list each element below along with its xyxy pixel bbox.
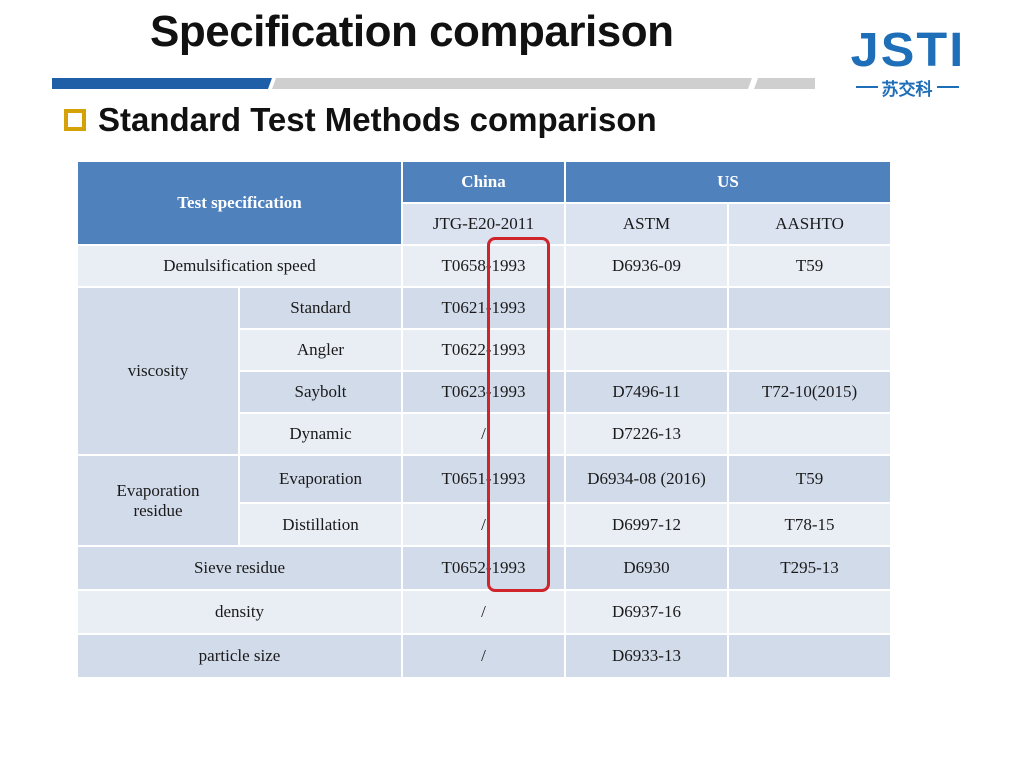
china-column-highlight [487,237,550,592]
cell-astm: D6937-16 [564,589,730,635]
group-label-line: residue [133,500,183,520]
cell-aashto: T59 [727,244,893,288]
title-rule-blue [52,78,272,89]
cell-china: T0658-1993 [401,244,567,288]
cell-china: / [401,502,567,547]
logo-line-left [855,86,878,88]
row-label: Distillation [237,502,404,547]
cell-astm [564,286,730,330]
cell-aashto [727,412,893,456]
table-row: Saybolt T0623-1993 D7496-11 T72-10(2015) [77,370,893,414]
cell-china: T0652-1993 [401,545,567,591]
group-label-line: Evaporation [116,480,200,500]
cell-astm: D7496-11 [564,370,730,414]
jsti-logo: JSTI 苏交科 [832,24,982,100]
section-heading: Standard Test Methods comparison [64,98,657,142]
title-rule [52,78,815,89]
table-subheader-row: JTG-E20-2011 ASTM AASHTO [77,202,893,246]
header-astm: ASTM [564,202,730,246]
logo-line-right [936,86,959,88]
cell-aashto [727,286,893,330]
header-test-specification: Test specification [75,160,404,246]
title-rule-gray-end [754,78,815,89]
row-label: Dynamic [237,412,404,456]
row-label: Angler [237,328,404,372]
table-row: density / D6937-16 [75,589,893,635]
row-label: Sieve residue [75,545,404,591]
cell-aashto: T295-13 [727,545,893,591]
cell-china: T0651-1993 [401,454,567,504]
cell-china: T0621-1993 [401,286,567,330]
table-row: viscosity Standard T0621-1993 [76,286,893,456]
row-label: Demulsification speed [75,244,404,288]
cell-aashto [727,589,893,635]
cell-aashto [727,633,893,679]
cell-aashto: T72-10(2015) [727,370,893,414]
table-row: particle size / D6933-13 [75,633,893,679]
table-row: Evaporation residue Evaporation T0651-19… [76,454,893,547]
cell-astm: D6934-08 (2016) [564,454,730,504]
header-china-standard: JTG-E20-2011 [401,202,567,246]
cell-china: T0623-1993 [401,370,567,414]
table-row: Demulsification speed T0658-1993 D6936-0… [75,244,893,288]
cell-astm: D6930 [564,545,730,591]
row-label: density [75,589,404,635]
title-rule-gray [272,78,752,89]
row-label: Evaporation [237,454,404,504]
table-row: Sieve residue T0652-1993 D6930 T295-13 [75,545,893,591]
logo-letters: JSTI [850,24,966,77]
row-label: Standard [237,286,404,330]
table-row: Angler T0622-1993 [77,328,893,372]
table-header-row: Test specification China US [75,160,893,246]
row-label: particle size [75,633,404,679]
cell-aashto: T78-15 [727,502,893,547]
logo-chinese-text: 苏交科 [881,79,933,100]
row-label: Saybolt [237,370,404,414]
cell-aashto: T59 [727,454,893,504]
group-label-evaporation-residue: Evaporation residue [76,454,240,547]
cell-china: T0622-1993 [401,328,567,372]
cell-china: / [401,412,567,456]
cell-astm [564,328,730,372]
cell-china: / [401,633,567,679]
table-row: Distillation / D6997-12 T78-15 [77,502,893,547]
header-china: China [401,160,567,204]
cell-astm: D6936-09 [564,244,730,288]
cell-astm: D6997-12 [564,502,730,547]
cell-aashto [727,328,893,372]
square-bullet-icon [64,109,86,131]
logo-subtitle: 苏交科 [832,76,982,100]
header-us: US [564,160,893,204]
cell-china: / [401,589,567,635]
header-aashto: AASHTO [727,202,893,246]
group-label-viscosity: viscosity [76,286,240,456]
cell-astm: D6933-13 [564,633,730,679]
comparison-table: Test specification China US JTG-E20-2011… [75,160,893,679]
table-row: Dynamic / D7226-13 [77,412,893,456]
slide-title: Specification comparison [150,7,674,56]
cell-astm: D7226-13 [564,412,730,456]
section-heading-text: Standard Test Methods comparison [98,101,657,138]
